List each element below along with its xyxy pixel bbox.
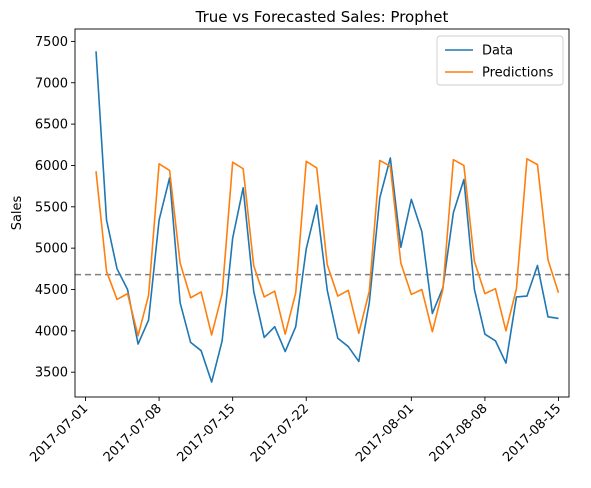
y-tick-label: 6000 [35, 159, 68, 174]
y-axis-label: Sales [10, 195, 25, 230]
x-tick-label: 2017-08-01 [353, 401, 417, 465]
plot-frame [74, 28, 570, 398]
y-tick-label: 7000 [35, 76, 68, 91]
y-tick-label: 3500 [35, 366, 68, 381]
x-tick-label: 2017-08-08 [427, 401, 491, 465]
legend-label-data: Data [482, 44, 513, 59]
series-line-predictions [95, 158, 560, 337]
legend-label-predictions: Predictions [482, 66, 554, 81]
axes: 3500 4000 4500 5000 5500 6000 6500 7000 7500 2017… [27, 35, 564, 465]
y-tick-label: 4000 [35, 324, 68, 339]
x-tick-label: 2017-07-01 [27, 401, 91, 465]
legend: Data Predictions [436, 35, 564, 86]
plot-area [75, 51, 569, 383]
x-tick-label: 2017-07-22 [248, 401, 312, 465]
y-tick-label: 4500 [35, 283, 68, 298]
y-tick-label: 5000 [35, 242, 68, 257]
series-line-data [95, 51, 559, 383]
chart-title: True vs Forecasted Sales: Prophet [195, 8, 449, 26]
x-tick-label: 2017-07-15 [174, 401, 238, 465]
y-tick-label: 5500 [35, 200, 68, 215]
x-tick-label: 2017-08-15 [500, 401, 564, 465]
y-tick-label: 6500 [35, 118, 68, 133]
x-tick-label: 2017-07-08 [101, 401, 165, 465]
y-tick-label: 7500 [35, 35, 68, 50]
